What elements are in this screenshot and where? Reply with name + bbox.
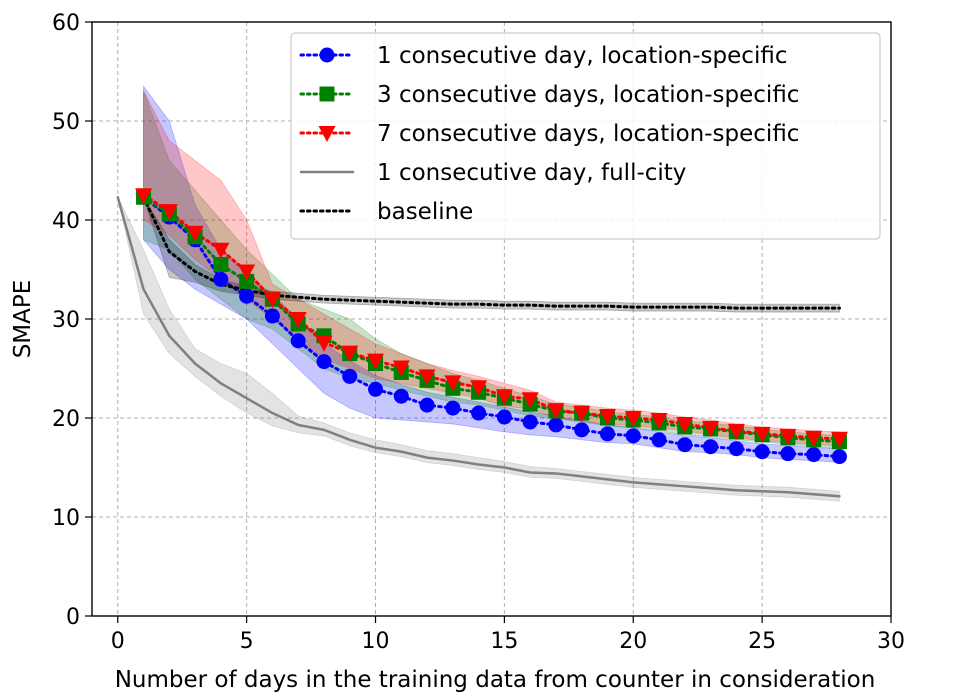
- line-series-0: [142, 195, 841, 459]
- legend-marker-2: [318, 126, 336, 142]
- point-series-2: [521, 392, 539, 409]
- point-series-2: [263, 292, 281, 309]
- point-series-2: [727, 423, 745, 440]
- series-markers: [135, 188, 848, 465]
- point-series-0: [780, 446, 796, 462]
- point-series-2: [624, 411, 642, 427]
- y-tick-label: 20: [52, 407, 80, 432]
- y-tick-label: 10: [52, 506, 80, 531]
- series-lines: [116, 193, 841, 498]
- point-series-1: [213, 257, 229, 273]
- point-series-2: [238, 264, 256, 281]
- point-series-2: [573, 406, 591, 423]
- legend-label-3: 1 consecutive day, full-city: [377, 160, 686, 186]
- point-series-0: [496, 409, 512, 425]
- point-series-0: [393, 388, 409, 404]
- point-series-0: [419, 397, 435, 413]
- point-series-2: [753, 426, 771, 443]
- point-series-2: [779, 428, 797, 445]
- point-series-0: [754, 444, 770, 460]
- x-tick-label: 10: [362, 629, 390, 654]
- x-tick-label: 0: [111, 629, 125, 654]
- y-tick-label: 40: [52, 209, 80, 234]
- point-series-0: [831, 449, 847, 465]
- point-series-0: [599, 426, 615, 442]
- legend-label-2: 7 consecutive days, location-specific: [377, 121, 799, 147]
- point-series-2: [470, 380, 488, 397]
- point-series-2: [702, 420, 720, 437]
- point-series-0: [213, 271, 229, 287]
- point-series-0: [677, 437, 693, 453]
- y-tick-label: 0: [66, 605, 80, 630]
- point-series-0: [548, 417, 564, 433]
- point-series-0: [445, 400, 461, 416]
- point-series-0: [522, 414, 538, 430]
- point-series-0: [264, 308, 280, 324]
- point-series-0: [368, 381, 384, 397]
- y-tick-label: 30: [52, 308, 80, 333]
- point-series-0: [471, 405, 487, 421]
- point-series-2: [135, 188, 153, 205]
- point-series-2: [444, 375, 462, 392]
- x-axis-label: Number of days in the training data from…: [115, 667, 876, 693]
- legend-label-4: baseline: [377, 199, 473, 225]
- point-series-0: [290, 333, 306, 349]
- y-tick-label: 60: [52, 11, 80, 36]
- y-axis-label: SMAPE: [10, 280, 36, 359]
- point-series-0: [625, 428, 641, 444]
- point-series-2: [495, 389, 513, 406]
- x-tick-label: 5: [240, 629, 254, 654]
- point-series-0: [316, 354, 332, 370]
- point-series-2: [650, 412, 668, 429]
- point-series-2: [418, 369, 436, 386]
- point-series-2: [212, 242, 230, 259]
- x-tick-label: 25: [748, 629, 776, 654]
- legend-marker-0: [319, 47, 335, 63]
- point-series-2: [186, 225, 204, 242]
- point-series-2: [315, 335, 333, 352]
- point-series-2: [160, 204, 178, 221]
- point-series-2: [676, 416, 694, 433]
- x-tick-label: 30: [877, 629, 905, 654]
- point-series-0: [342, 368, 358, 384]
- point-series-1: [239, 273, 255, 289]
- legend-label-0: 1 consecutive day, location-specific: [377, 43, 787, 69]
- point-series-2: [341, 345, 359, 362]
- point-series-0: [728, 441, 744, 457]
- point-series-2: [805, 430, 823, 447]
- point-series-2: [367, 353, 385, 370]
- point-series-2: [289, 312, 307, 328]
- legend: 1 consecutive day, location-specific 3 co…: [290, 32, 881, 240]
- point-series-2: [830, 431, 848, 448]
- line-series-2: [142, 193, 841, 441]
- point-series-2: [547, 403, 565, 420]
- point-series-0: [703, 439, 719, 455]
- line-series-4: [142, 195, 841, 310]
- y-tick-label: 50: [52, 110, 80, 135]
- axis-ticks: 0 5 10 15 20 25 30 0 10 20 30 40 50 60: [52, 11, 905, 654]
- point-series-0: [239, 288, 255, 304]
- point-series-2: [392, 360, 410, 377]
- line-series-3: [116, 195, 841, 498]
- legend-marker-1: [319, 86, 335, 102]
- point-series-0: [806, 447, 822, 463]
- point-series-0: [574, 422, 590, 438]
- point-series-0: [651, 432, 667, 448]
- x-tick-label: 15: [490, 629, 518, 654]
- point-series-2: [598, 409, 616, 426]
- legend-box: [290, 32, 881, 240]
- legend-label-1: 3 consecutive days, location-specific: [377, 82, 799, 108]
- x-tick-label: 20: [619, 629, 647, 654]
